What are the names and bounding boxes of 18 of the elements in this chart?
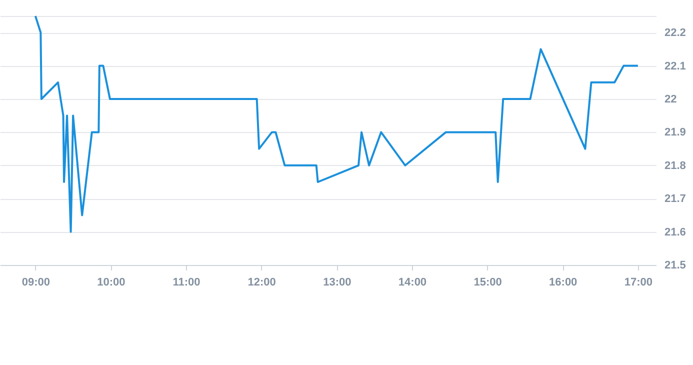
x-tick-label: 16:00 <box>549 276 578 288</box>
x-tick-label: 14:00 <box>398 276 427 288</box>
y-tick-label: 22.1 <box>664 60 686 72</box>
y-tick-label: 21.9 <box>664 126 686 139</box>
x-tick-label: 15:00 <box>474 276 502 288</box>
y-tick-label: 22 <box>664 94 677 106</box>
y-tick-label: 22.2 <box>664 27 686 40</box>
x-tick-label: 10:00 <box>97 276 126 288</box>
y-tick-label: 21.8 <box>664 160 686 172</box>
x-tick-label: 17:00 <box>624 276 652 288</box>
y-tick-label: 21.5 <box>664 260 686 272</box>
x-tick-label: 11:00 <box>172 276 200 288</box>
x-tick-label: 12:00 <box>248 276 276 288</box>
x-tick-label: 13:00 <box>323 276 352 288</box>
y-tick-label: 21.7 <box>664 193 686 206</box>
y-tick-label: 21.6 <box>664 226 686 238</box>
line-series <box>34 15 639 233</box>
x-tick-label: 09:00 <box>22 276 50 288</box>
